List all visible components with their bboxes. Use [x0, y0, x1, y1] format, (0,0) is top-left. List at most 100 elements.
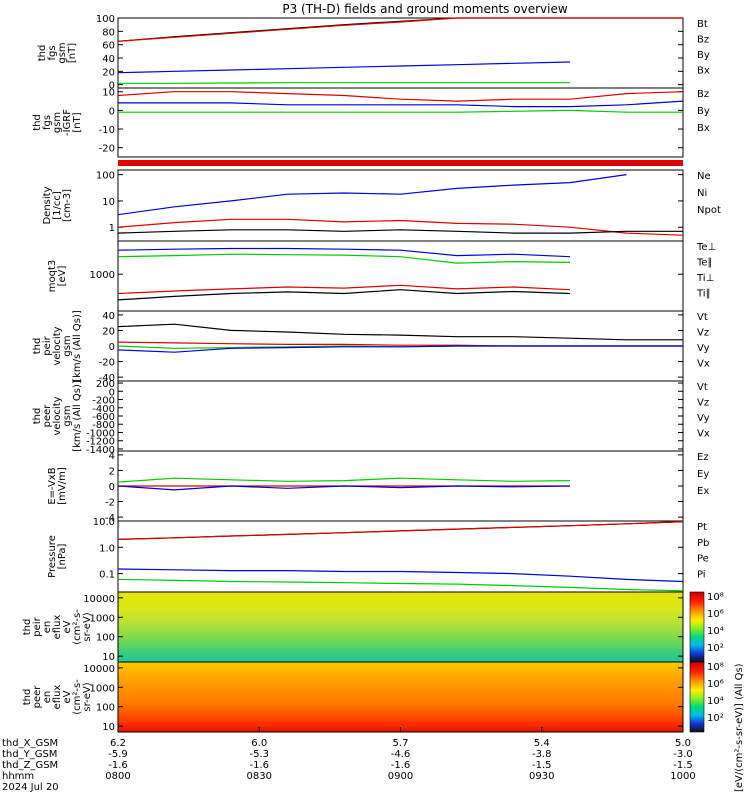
- y-axis-label: en: [42, 621, 53, 634]
- spectrogram: [118, 662, 683, 732]
- y-tick-label: 1.0: [99, 543, 115, 554]
- y-axis-label: thd: [32, 408, 43, 425]
- x-tick-label: 5.7: [393, 738, 409, 749]
- series-line-pb: [117, 521, 684, 540]
- y-tick-label: -600: [92, 412, 115, 423]
- legend-entry: Bz: [697, 89, 709, 100]
- series-line-vt: [117, 323, 683, 341]
- y-tick-label: -400: [92, 404, 115, 415]
- time-axis: thd_X_GSM thd_Y_GSM thd_Z_GSM hhmm 2024 …: [2, 738, 59, 793]
- y-tick-label: 200: [96, 379, 115, 390]
- y-axis-label: sr-eV): [82, 612, 93, 641]
- legend-entry: Te∥: [696, 258, 713, 269]
- x-tick-label: 6.2: [110, 738, 126, 749]
- y-axis-label: peir: [32, 616, 43, 636]
- series-line-by: [118, 109, 683, 113]
- legend-entry: Ti⊥: [696, 273, 714, 284]
- x-tick-label: -1.6: [249, 760, 269, 771]
- y-tick-label: -200: [92, 396, 115, 407]
- y-tick-label: 1: [109, 223, 115, 234]
- x-tick-label: 6.0: [251, 738, 267, 749]
- series-line-pi: [117, 568, 684, 583]
- x-tick-label: -5.3: [249, 749, 269, 760]
- y-axis-label: [nT]: [72, 112, 83, 132]
- legend-entry: Pi: [697, 569, 706, 580]
- y-axis-label: [nPa]: [57, 543, 68, 569]
- colorbar-label: [eV/(cm²-s-sr-eV)] (All Qs): [734, 663, 745, 792]
- colorbar-tick: 10⁸: [707, 662, 724, 673]
- y-tick-label: -1200: [86, 437, 115, 448]
- x-tick-label: 5.4: [534, 738, 550, 749]
- series-line-ti: [117, 247, 571, 258]
- colorbar-top: [689, 591, 705, 663]
- legend-entry: Vy: [697, 413, 710, 424]
- y-axis-label: eV: [62, 690, 73, 703]
- y-axis-label: moqt3: [47, 260, 58, 293]
- series-line-ti: [117, 253, 571, 264]
- y-tick-label: 20: [102, 326, 115, 337]
- legend-entry: Ti∥: [696, 289, 711, 300]
- y-tick-label: 10: [102, 88, 115, 99]
- legend-entry: Vx: [697, 359, 710, 370]
- y-tick-label: 4: [109, 451, 115, 462]
- legend-entry: Ex: [697, 486, 709, 497]
- series-line-bz: [117, 91, 684, 102]
- y-tick-label: 100: [96, 14, 115, 25]
- figure-title: P3 (TH-D) fields and ground moments over…: [282, 2, 567, 16]
- y-tick-label: 10.0: [93, 517, 115, 528]
- y-tick-label: 1000: [90, 613, 115, 624]
- y-axis-label: [mV/m]: [57, 467, 68, 505]
- y-axis-label: Density: [42, 186, 53, 224]
- x-tick-label: -1.5: [532, 760, 552, 771]
- series-line-ne: [117, 218, 684, 236]
- x-tick-label: 0930: [529, 771, 554, 782]
- legend-entry: Pt: [697, 522, 707, 533]
- y-tick-label: -2: [105, 498, 115, 509]
- colorbar-tick: 10⁶: [707, 679, 724, 690]
- y-tick-label: 0: [109, 106, 115, 117]
- x-tick-label: -3.8: [532, 749, 552, 760]
- series-line-te: [117, 284, 571, 295]
- y-axis-label: velocity: [52, 326, 63, 365]
- x-tick-label: -4.6: [391, 749, 411, 760]
- y-axis-label: eV: [62, 620, 73, 633]
- legend-entry: Bx: [697, 66, 710, 77]
- y-axis-label: fgs: [47, 45, 58, 60]
- colorbar-tick: 10⁸: [707, 592, 724, 603]
- panel-frame: [117, 380, 684, 452]
- y-tick-label: 0: [109, 81, 115, 92]
- y-tick-label: 0.1: [99, 570, 115, 581]
- x-tick-label: -1.5: [673, 760, 693, 771]
- y-tick-label: -4: [105, 513, 115, 524]
- y-axis-label: -IGRF: [62, 109, 73, 136]
- y-axis-label: sr-eV): [82, 682, 93, 711]
- legend-entry: Vz: [697, 328, 709, 339]
- y-tick-label: 1000: [90, 270, 115, 281]
- colorbar-bottom: [689, 661, 705, 733]
- y-axis-label: peir: [42, 335, 53, 355]
- series-line-te: [117, 289, 571, 301]
- y-axis-label: thd: [32, 114, 43, 131]
- y-axis-label: en: [42, 691, 53, 704]
- y-axis-label: peer: [32, 685, 43, 709]
- y-axis-label: gsm: [62, 335, 73, 356]
- x-tick-label: 5.0: [675, 738, 691, 749]
- series-line-ex: [117, 485, 571, 491]
- y-axis-label: velocity: [52, 396, 63, 435]
- series-line-pe: [117, 578, 684, 592]
- y-tick-label: -1400: [86, 445, 115, 456]
- colorbar-tick: 10⁴: [707, 696, 724, 707]
- series-line-npot: [117, 174, 627, 216]
- y-axis-label: (cm²-s-: [72, 609, 83, 645]
- legend-entry: Vt: [697, 382, 708, 393]
- legend-entry: Npot: [697, 205, 721, 216]
- y-axis-label: thd: [22, 619, 33, 636]
- x-tick-label: 0830: [247, 771, 272, 782]
- legend-entry: Pb: [697, 538, 709, 549]
- y-tick-label: 80: [102, 27, 115, 38]
- legend-entry: Bx: [697, 123, 710, 134]
- series-line-by: [118, 82, 570, 84]
